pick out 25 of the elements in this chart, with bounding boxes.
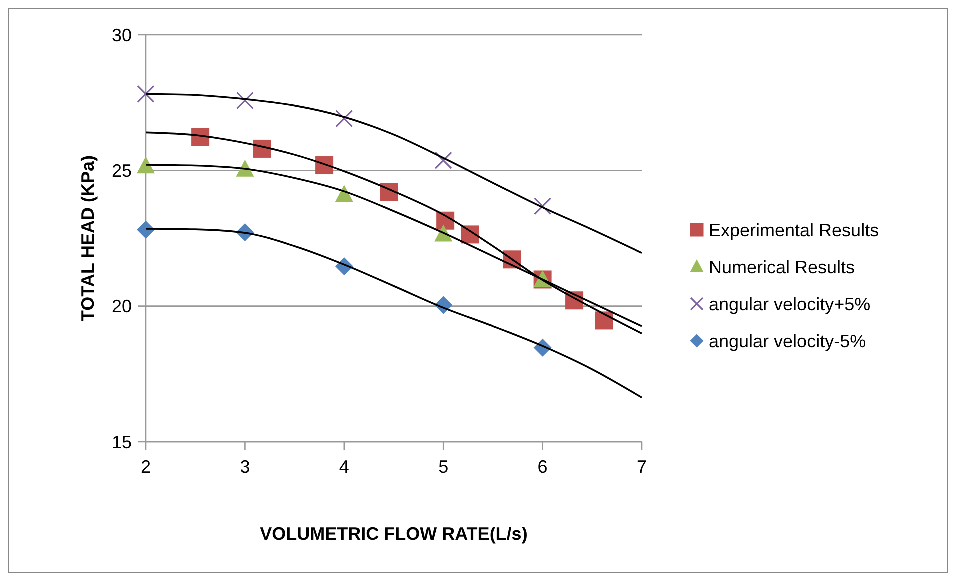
point: [534, 198, 552, 216]
line-series: [145, 93, 643, 254]
legend-label: angular velocity-5%: [709, 331, 866, 352]
y-tick-label: 30: [112, 25, 132, 46]
y-axis-title: TOTAL HEAD (KPa): [78, 155, 98, 322]
x-tick-label: 5: [438, 457, 449, 477]
legend-label: angular velocity+5%: [709, 294, 871, 314]
y-tick-label: 20: [112, 296, 132, 317]
point: [335, 185, 354, 202]
legend-label: Numerical Results: [709, 257, 856, 278]
legend-label: Experimental Results: [709, 220, 880, 240]
point: [336, 110, 354, 128]
x-tick-label: 4: [339, 457, 350, 477]
point: [236, 92, 254, 110]
y-tick-label: 15: [112, 432, 132, 452]
x-tick-label: 3: [240, 457, 250, 477]
point: [434, 152, 452, 170]
x-axis-title: VOLUMETRIC FLOW RATE(L/s): [260, 524, 528, 544]
point: [137, 85, 155, 103]
point: [137, 156, 155, 174]
y-tick-label: 25: [112, 160, 132, 181]
x-tick-label: 7: [636, 457, 648, 477]
x-tick-label: 6: [538, 457, 548, 477]
x-tick-label: 2: [140, 457, 152, 477]
point: [137, 220, 155, 239]
